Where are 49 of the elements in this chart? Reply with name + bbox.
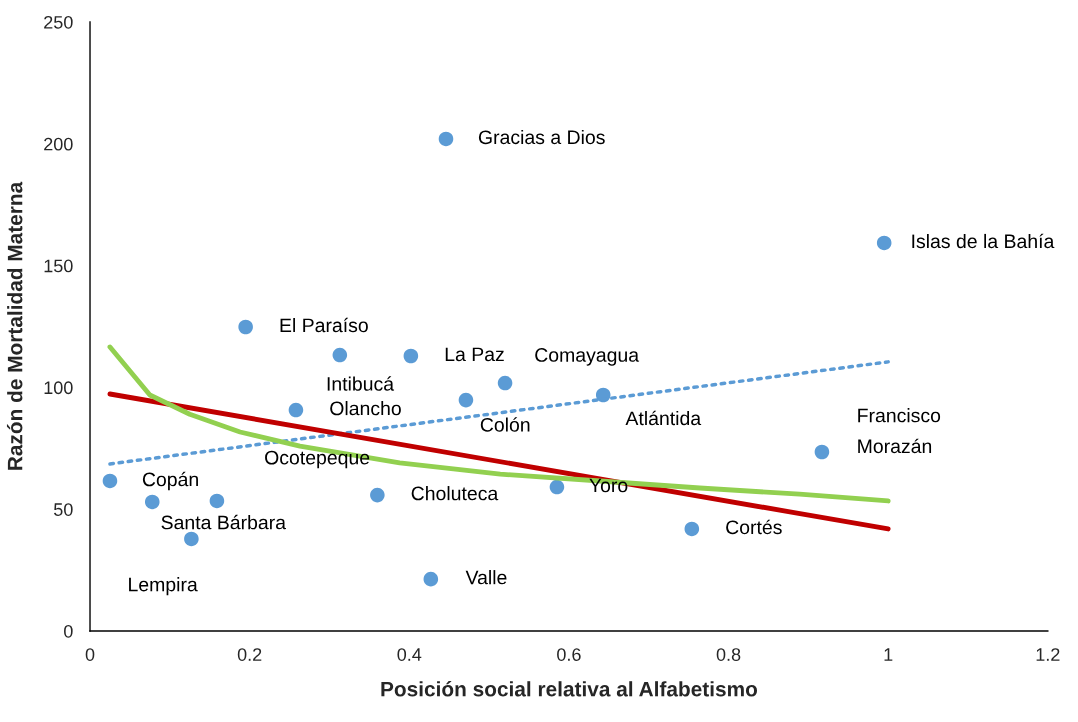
point xyxy=(876,235,892,251)
point xyxy=(144,494,160,510)
x-axis-title: Posición social relativa al Alfabetismo xyxy=(381,681,758,697)
annotation: Comayagua xyxy=(535,348,640,366)
y-tick-label: 100 xyxy=(44,381,73,395)
x-tick-label: 1 xyxy=(884,648,893,661)
y-tick-label: 250 xyxy=(44,15,73,29)
x-tick-label: 0.8 xyxy=(716,648,741,661)
annotation: Islas de la Bahía xyxy=(912,233,1055,249)
y-tick-label: 0 xyxy=(64,624,73,638)
point xyxy=(684,521,700,537)
annotation: Olancho xyxy=(330,401,401,416)
y-tick-label: 150 xyxy=(44,259,73,273)
annotation: Copán xyxy=(142,471,198,491)
point xyxy=(549,479,565,495)
annotation: El Paraíso xyxy=(280,317,368,333)
point xyxy=(102,473,118,489)
annotation: Ocotepeque xyxy=(265,450,370,469)
x-tick-label: 0 xyxy=(85,648,95,661)
annotation: Lempira xyxy=(129,577,198,596)
y-tick-label: 200 xyxy=(44,137,73,151)
point xyxy=(814,444,830,460)
point xyxy=(288,402,304,418)
point xyxy=(238,319,253,335)
point xyxy=(423,571,439,587)
point xyxy=(209,493,225,509)
annotation: Gracias a Dios xyxy=(478,129,605,145)
point xyxy=(184,531,199,547)
point xyxy=(332,347,348,363)
annotation: Cortés xyxy=(726,519,782,535)
annotation: Colón xyxy=(480,417,530,432)
y-tick-label: 50 xyxy=(53,503,73,516)
point xyxy=(370,487,385,503)
x-tick-label: 0.6 xyxy=(557,648,581,661)
x-tick-label: 0.4 xyxy=(397,648,422,661)
point xyxy=(497,375,513,391)
y-axis-title: Razón de Mortalidad Materna xyxy=(6,181,23,470)
point xyxy=(438,131,454,147)
point xyxy=(458,392,474,408)
annotation: La Paz xyxy=(445,347,504,362)
x-tick-label: 1.2 xyxy=(1036,648,1060,661)
annotation: Valle xyxy=(465,570,507,585)
point xyxy=(403,348,419,364)
annotation: Intibucá xyxy=(327,376,395,391)
annotation: Atlántida xyxy=(625,410,702,426)
annotation: Francisco Morazán xyxy=(858,408,941,454)
annotation: Santa Bárbara xyxy=(161,514,286,530)
annotation: Choluteca xyxy=(411,486,499,501)
x-tick-label: 0.2 xyxy=(237,648,262,661)
